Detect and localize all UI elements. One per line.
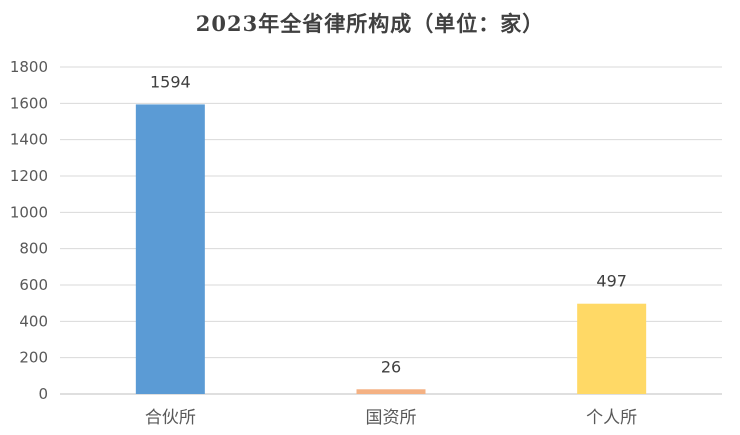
bar [577, 303, 647, 394]
y-tick-label: 1600 [10, 94, 48, 112]
x-category-label: 合伙所 [145, 408, 196, 428]
data-label: 1594 [150, 72, 191, 91]
bar [356, 389, 426, 394]
bar [135, 104, 205, 394]
y-tick-label: 200 [19, 349, 48, 367]
x-category-label: 个人所 [586, 408, 637, 428]
data-label: 26 [381, 357, 401, 376]
chart-title: 2023年全省律所构成（单位：家） [195, 11, 545, 36]
y-tick-label: 1200 [10, 167, 48, 185]
y-tick-label: 1800 [10, 58, 48, 76]
y-tick-label: 1000 [10, 203, 48, 221]
y-tick-label: 600 [19, 276, 48, 294]
data-label: 497 [596, 272, 627, 291]
y-tick-label: 800 [19, 240, 48, 258]
x-category-label: 国资所 [366, 408, 417, 428]
y-tick-label: 400 [19, 312, 48, 330]
y-tick-label: 1400 [10, 131, 48, 149]
y-tick-label: 0 [38, 385, 48, 403]
